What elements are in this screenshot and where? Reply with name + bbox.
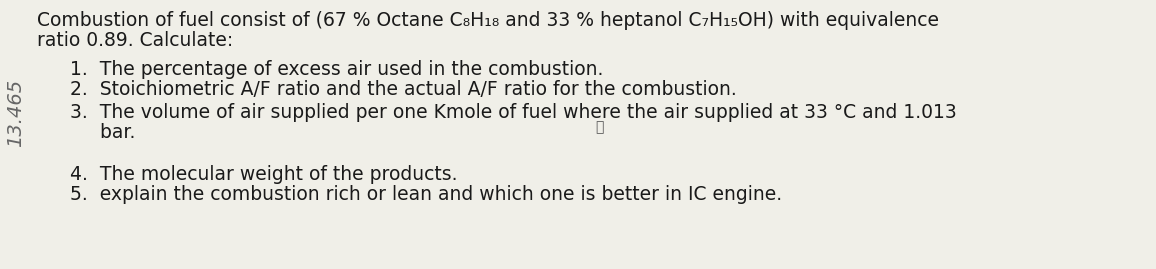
Text: 13.465: 13.465 bbox=[7, 79, 25, 147]
Text: Combustion of fuel consist of (67 % Octane C₈H₁₈ and 33 % heptanol C₇H₁₅OH) with: Combustion of fuel consist of (67 % Octa… bbox=[37, 11, 939, 30]
Text: bar.: bar. bbox=[69, 123, 135, 142]
Text: ratio 0.89. Calculate:: ratio 0.89. Calculate: bbox=[37, 31, 234, 49]
Text: 3.  The volume of air supplied per one Kmole of fuel where the air supplied at 3: 3. The volume of air supplied per one Km… bbox=[69, 103, 956, 122]
Text: 2.  Stoichiometric A/F ratio and the actual A/F ratio for the combustion.: 2. Stoichiometric A/F ratio and the actu… bbox=[69, 80, 736, 99]
Text: 1.  The percentage of excess air used in the combustion.: 1. The percentage of excess air used in … bbox=[69, 60, 603, 79]
Text: 4.  The molecular weight of the products.: 4. The molecular weight of the products. bbox=[69, 165, 458, 184]
Text: 5.  explain the combustion rich or lean and which one is better in IC engine.: 5. explain the combustion rich or lean a… bbox=[69, 185, 781, 204]
Text: 👋: 👋 bbox=[595, 120, 603, 134]
